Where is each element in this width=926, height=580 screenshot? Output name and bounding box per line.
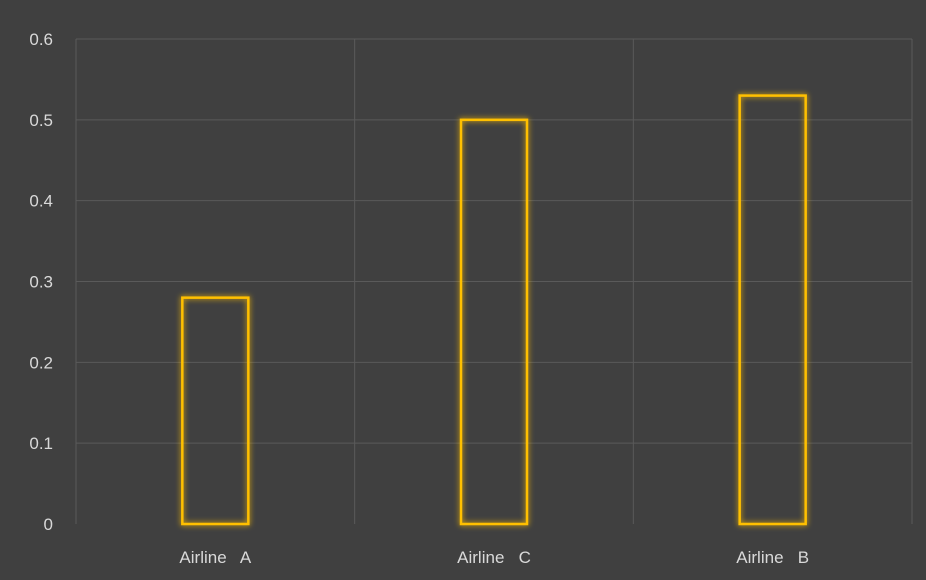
y-tick-label: 0.2 [29, 353, 53, 372]
x-category-label: Airline B [736, 548, 809, 567]
y-tick-label: 0.4 [29, 192, 53, 211]
bar [459, 118, 529, 526]
y-tick-label: 0.1 [29, 434, 53, 453]
y-tick-label: 0.6 [29, 30, 53, 49]
y-tick-label: 0 [44, 515, 53, 534]
y-tick-label: 0.5 [29, 111, 53, 130]
bar [181, 296, 250, 526]
bar [738, 94, 807, 526]
x-category-label: Airline C [457, 548, 531, 567]
x-axis-category-labels: Airline A Airline C Airline B [179, 548, 809, 567]
y-tick-label: 0.3 [29, 273, 53, 292]
gridlines [75, 38, 913, 524]
y-axis-tick-labels: 0 0.1 0.2 0.3 0.4 0.5 0.6 [29, 30, 53, 534]
x-category-label: Airline A [179, 548, 251, 567]
bars [181, 94, 807, 526]
